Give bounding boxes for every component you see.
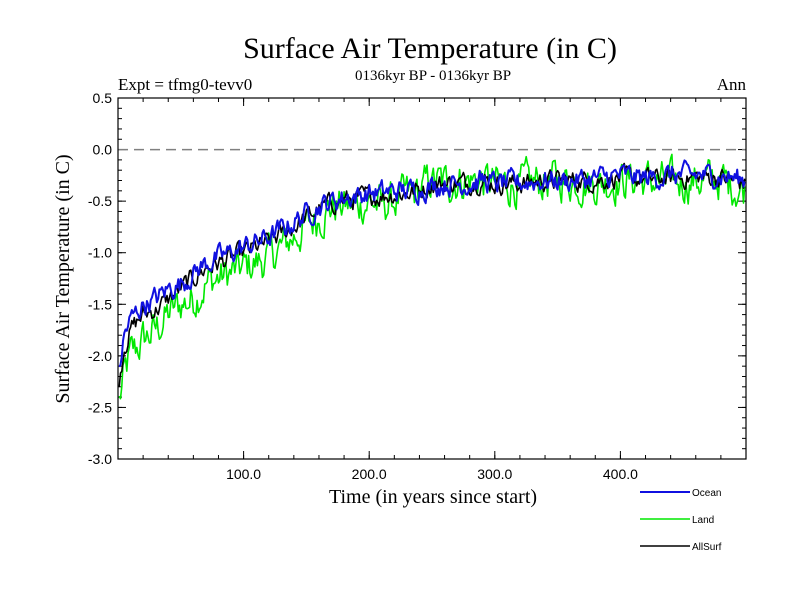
series-group	[118, 153, 746, 400]
y-tick-label: 0.0	[93, 142, 113, 158]
legend-label-allsurf: AllSurf	[692, 542, 722, 553]
y-tick-label: -1.0	[88, 245, 112, 261]
season-label: Ann	[717, 75, 747, 94]
series-line-allsurf	[118, 162, 746, 387]
plot-frame	[117, 97, 747, 460]
y-tick-label: -0.5	[88, 193, 112, 209]
x-tick-label: 300.0	[477, 466, 512, 482]
experiment-label: Expt = tfmg0-tevv0	[118, 75, 252, 94]
x-tick-label: 200.0	[352, 466, 387, 482]
y-axis-label: Surface Air Temperature (in C)	[52, 154, 74, 403]
x-axis-label: Time (in years since start)	[329, 486, 537, 508]
chart-subtitle: 0136kyr BP - 0136kyr BP	[355, 68, 511, 84]
y-tick-label: -2.5	[88, 399, 112, 415]
chart-title: Surface Air Temperature (in C)	[243, 32, 617, 65]
y-tick-label: -2.0	[88, 348, 112, 364]
x-tick-label: 100.0	[226, 466, 261, 482]
series-line-ocean	[118, 159, 746, 368]
y-tick-label: -3.0	[88, 451, 112, 467]
legend-label-land: Land	[692, 515, 714, 526]
legend: Ocean Land AllSurf	[640, 488, 722, 553]
y-tick-label: 0.5	[93, 90, 113, 106]
legend-label-ocean: Ocean	[692, 488, 721, 499]
x-tick-label: 400.0	[603, 466, 638, 482]
series-line-land	[118, 153, 746, 400]
y-tick-label: -1.5	[88, 296, 112, 312]
